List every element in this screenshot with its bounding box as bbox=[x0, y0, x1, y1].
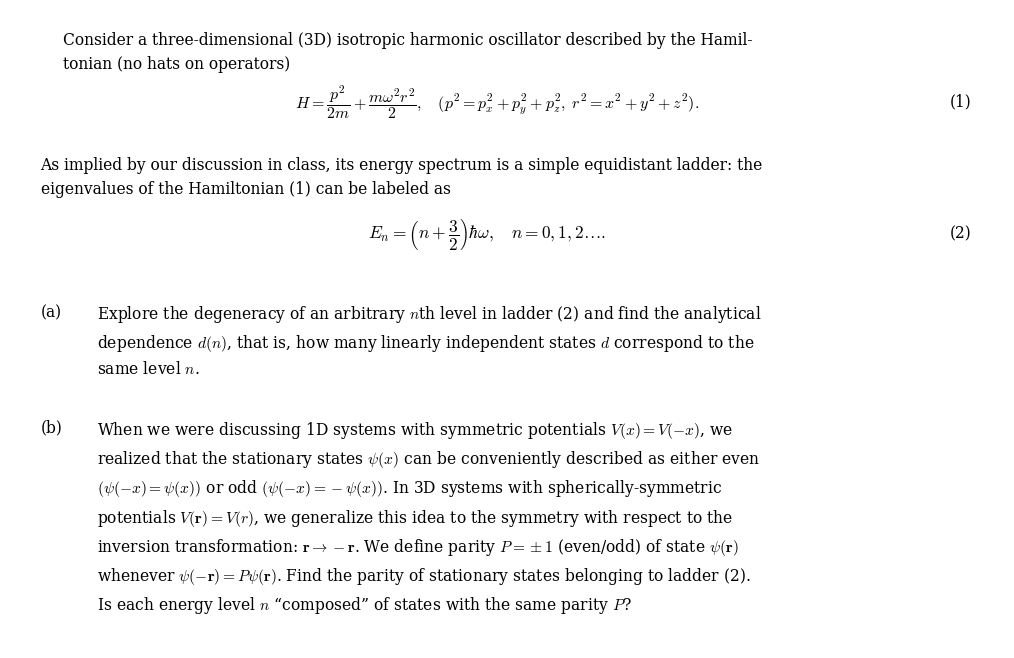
Text: $H = \dfrac{p^2}{2m} + \dfrac{m\omega^2 r^2}{2}, \quad (p^2 = p_x^2 + p_y^2 + p_: $H = \dfrac{p^2}{2m} + \dfrac{m\omega^2 … bbox=[295, 84, 699, 120]
Text: $E_n = \left( n + \dfrac{3}{2} \right) \hbar\omega, \quad n = 0, 1, 2\ldots.$: $E_n = \left( n + \dfrac{3}{2} \right) \… bbox=[368, 216, 605, 251]
Text: (b): (b) bbox=[41, 420, 63, 437]
Text: When we were discussing 1D systems with symmetric potentials $V(x) = V(-x)$, we
: When we were discussing 1D systems with … bbox=[97, 420, 761, 617]
Text: Explore the degeneracy of an arbitrary $n$th level in ladder (2) and find the an: Explore the degeneracy of an arbitrary $… bbox=[97, 304, 762, 378]
Text: (2): (2) bbox=[950, 225, 971, 242]
Text: As implied by our discussion in class, its energy spectrum is a simple equidista: As implied by our discussion in class, i… bbox=[41, 157, 763, 198]
Text: (1): (1) bbox=[950, 93, 971, 111]
Text: Consider a three-dimensional (3D) isotropic harmonic oscillator described by the: Consider a three-dimensional (3D) isotro… bbox=[63, 32, 752, 73]
Text: (a): (a) bbox=[41, 304, 62, 321]
